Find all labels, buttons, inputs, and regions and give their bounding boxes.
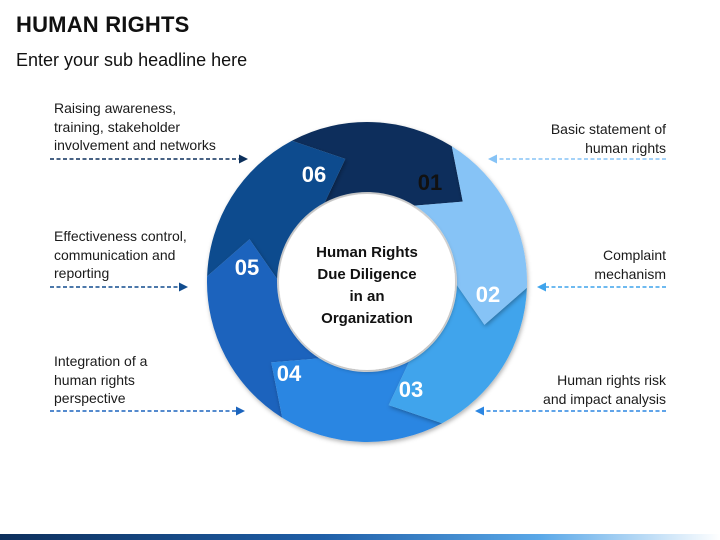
connector-02-arrowhead (537, 282, 546, 292)
segment-05 (207, 140, 346, 279)
label-02-line-1: Complaint (602, 247, 666, 263)
segment-number-02: 02 (476, 282, 500, 307)
connector-06 (50, 154, 248, 164)
label-03: Human rights risk and impact analysis (446, 371, 666, 408)
center-line-4: Organization (321, 310, 413, 327)
connector-01-arrowhead (488, 154, 497, 164)
label-04: Integration of a human rights perspectiv… (54, 352, 274, 408)
segment-01 (414, 146, 527, 325)
connector-02 (537, 282, 666, 292)
connector-03 (475, 406, 666, 416)
label-05: Effectiveness control, communication and… (54, 227, 274, 283)
label-05-line-3: reporting (54, 265, 110, 281)
segment-number-01: 01 (418, 170, 442, 195)
label-02: Complaint mechanism (446, 246, 666, 283)
label-04-line-3: perspective (54, 390, 126, 406)
page-title: HUMAN RIGHTS (16, 12, 190, 37)
segment-number-04: 04 (277, 361, 302, 386)
connector-04 (50, 406, 245, 416)
segment-number-05: 05 (235, 255, 259, 280)
label-06: Raising awareness, training, stakeholder… (54, 99, 294, 155)
label-04-line-1: Integration of a (54, 353, 148, 369)
center-line-2: Due Diligence (317, 266, 416, 283)
center-line-1: Human Rights (316, 244, 418, 261)
label-04-line-2: human rights (54, 371, 135, 388)
connector-03-arrowhead (475, 406, 484, 416)
label-01: Basic statement of human rights (446, 120, 666, 157)
segment-number-03: 03 (399, 377, 423, 402)
connector-04-arrowhead (236, 406, 245, 416)
label-06-line-3: involvement and networks (54, 137, 216, 153)
label-03-line-2: and impact analysis (543, 390, 666, 407)
segment-02 (388, 285, 527, 424)
label-02-line-2: mechanism (594, 265, 666, 282)
segment-04 (207, 239, 320, 418)
label-01-line-1: Basic statement of (550, 121, 666, 137)
segment-03 (271, 358, 443, 442)
connector-05-arrowhead (179, 282, 188, 292)
segment-06 (291, 122, 463, 206)
label-01-line-2: human rights (585, 139, 666, 156)
connector-01 (488, 154, 666, 164)
label-06-line-1: Raising awareness, (54, 100, 177, 116)
label-05-line-2: communication and (54, 246, 176, 263)
cycle-segments (207, 122, 527, 442)
segment-number-06: 06 (302, 162, 326, 187)
connector-06-arrowhead (239, 154, 248, 164)
label-03-line-1: Human rights risk (557, 372, 666, 388)
label-05-line-1: Effectiveness control, (54, 228, 187, 244)
bottom-accent-bar (0, 534, 720, 540)
label-06-line-2: training, stakeholder (54, 118, 181, 135)
center-circle (279, 194, 455, 370)
center-line-3: in an (349, 288, 384, 305)
connector-05 (50, 282, 188, 292)
page-subtitle: Enter your sub headline here (16, 50, 248, 70)
